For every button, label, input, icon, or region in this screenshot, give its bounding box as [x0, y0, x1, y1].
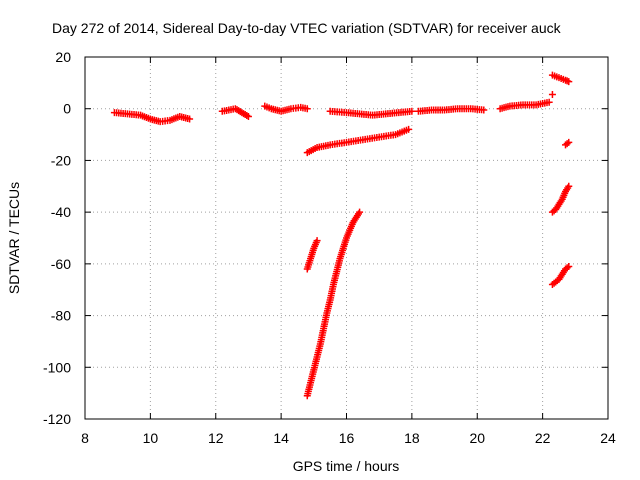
- data-point: [565, 262, 573, 270]
- x-tick-label: 24: [600, 430, 616, 446]
- data-point: [563, 140, 571, 148]
- data-point: [186, 115, 194, 123]
- y-tick-label: 0: [63, 101, 71, 117]
- y-tick-label: -20: [51, 152, 71, 168]
- y-axis-ticks: 20 0 -20 -40 -60 -80 -100 -120: [43, 49, 608, 427]
- data-point: [480, 106, 488, 114]
- data-point: [565, 182, 573, 190]
- x-tick-label: 18: [404, 430, 420, 446]
- data-point: [313, 237, 321, 245]
- data-point: [548, 90, 556, 98]
- y-tick-label: -100: [43, 359, 71, 375]
- y-tick-label: -60: [51, 256, 71, 272]
- y-tick-label: -80: [51, 308, 71, 324]
- data-point: [408, 107, 416, 115]
- x-axis-label: GPS time / hours: [293, 458, 400, 474]
- x-tick-label: 14: [273, 430, 289, 446]
- chart-title: Day 272 of 2014, Sidereal Day-to-day VTE…: [52, 20, 562, 36]
- data-point: [356, 208, 364, 216]
- x-axis-ticks: 8 10 12 14 16 18 20 22 24: [81, 57, 616, 446]
- x-tick-label: 22: [535, 430, 551, 446]
- data-point: [405, 125, 413, 133]
- x-tick-label: 20: [469, 430, 485, 446]
- y-tick-label: 20: [55, 49, 71, 65]
- data-point: [545, 98, 553, 106]
- data-point: [565, 78, 573, 86]
- data-point: [565, 138, 573, 146]
- data-point: [244, 112, 252, 120]
- y-axis-label: SDTVAR / TECUs: [6, 182, 22, 294]
- data-point: [303, 105, 311, 113]
- y-tick-label: -40: [51, 204, 71, 220]
- x-tick-label: 16: [339, 430, 355, 446]
- x-tick-label: 8: [81, 430, 89, 446]
- data-points: [110, 71, 573, 400]
- x-tick-label: 10: [143, 430, 159, 446]
- y-tick-label: -120: [43, 411, 71, 427]
- x-tick-label: 12: [208, 430, 224, 446]
